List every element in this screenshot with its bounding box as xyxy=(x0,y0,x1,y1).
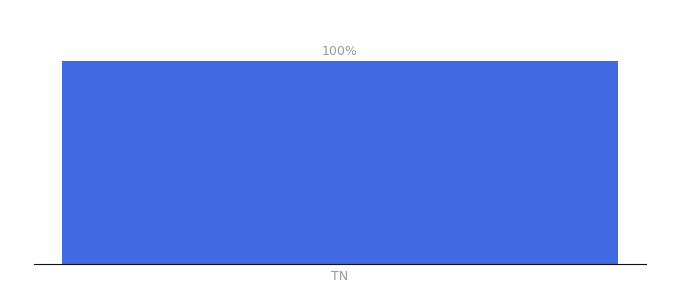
Text: 100%: 100% xyxy=(322,45,358,58)
Bar xyxy=(62,61,618,264)
